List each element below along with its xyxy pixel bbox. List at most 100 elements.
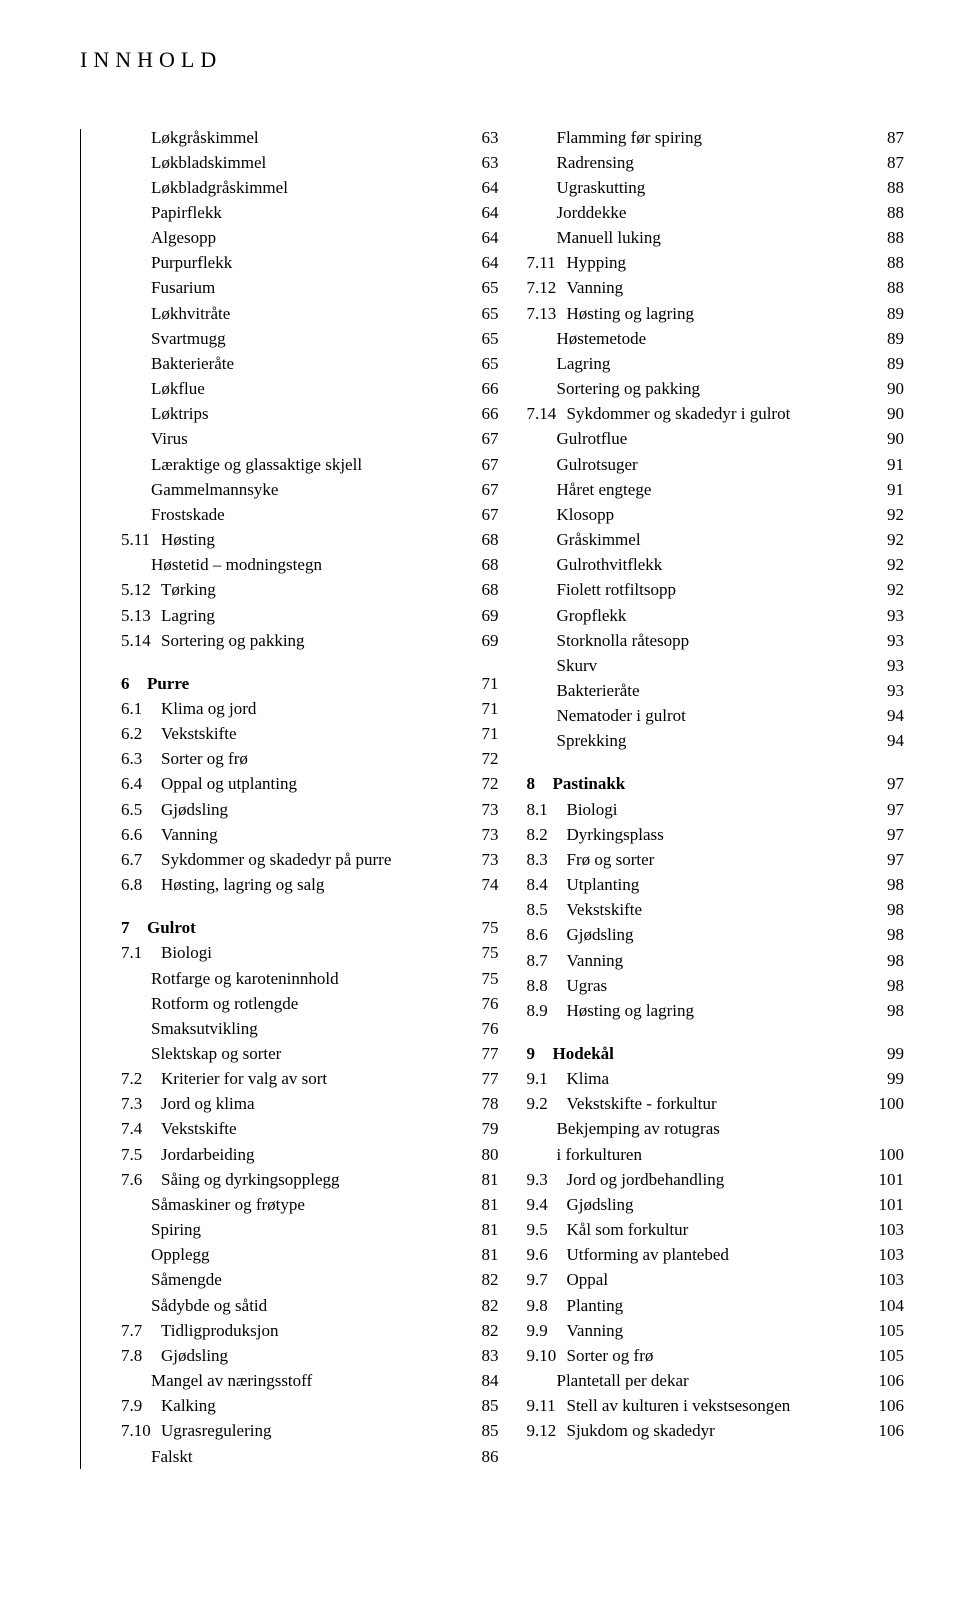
item-number: 9.3 — [527, 1167, 567, 1192]
toc-row: Falskt86 — [121, 1444, 499, 1469]
page-number: 88 — [870, 225, 904, 250]
toc-row: Løkbladgråskimmel64 — [121, 175, 499, 200]
toc-row: Gulrotflue90 — [527, 426, 905, 451]
toc-row: Løkhvitråte65 — [121, 301, 499, 326]
toc-row: Høstetid – modningstegn68 — [121, 552, 499, 577]
page-number: 82 — [465, 1318, 499, 1343]
page-number: 98 — [870, 922, 904, 947]
toc-row: Smaksutvikling76 — [121, 1016, 499, 1041]
toc-row: 7.3Jord og klima78 — [121, 1091, 499, 1116]
sub-label: Skurv — [527, 653, 871, 678]
item-number: 7.5 — [121, 1142, 161, 1167]
item-number: 6.7 — [121, 847, 161, 872]
item-label: Kriterier for valg av sort — [161, 1066, 465, 1091]
section-spacer — [121, 897, 499, 915]
item-label: Høsting og lagring — [567, 301, 871, 326]
page-number: 72 — [465, 771, 499, 796]
page-number: 99 — [870, 1041, 904, 1066]
page-number: 89 — [870, 326, 904, 351]
sub-label: Algesopp — [121, 225, 465, 250]
item-number: 9.10 — [527, 1343, 567, 1368]
toc-row: 8.6Gjødsling98 — [527, 922, 905, 947]
toc-row: Flamming før spiring87 — [527, 125, 905, 150]
sub-label: Ugraskutting — [527, 175, 871, 200]
page-number: 97 — [870, 797, 904, 822]
toc-row: Algesopp64 — [121, 225, 499, 250]
toc-row: Spiring81 — [121, 1217, 499, 1242]
toc-row: Ugraskutting88 — [527, 175, 905, 200]
page-number: 64 — [465, 175, 499, 200]
page-number: 83 — [465, 1343, 499, 1368]
page-number: 101 — [870, 1167, 904, 1192]
section-spacer — [121, 653, 499, 671]
item-number: 7.12 — [527, 275, 567, 300]
toc-row: 8.1Biologi97 — [527, 797, 905, 822]
page-number: 92 — [870, 577, 904, 602]
sub-label: Gråskimmel — [527, 527, 871, 552]
toc-row: Radrensing87 — [527, 150, 905, 175]
item-number: 8.7 — [527, 948, 567, 973]
page-number: 74 — [465, 872, 499, 897]
item-label: Vekstskifte — [161, 721, 465, 746]
item-label: Gjødsling — [567, 1192, 871, 1217]
toc-row: Bekjemping av rotugras — [527, 1116, 905, 1141]
page-number: 65 — [465, 351, 499, 376]
vertical-divider — [80, 129, 81, 1469]
page-number: 89 — [870, 301, 904, 326]
page-number: 86 — [465, 1444, 499, 1469]
page-number: 76 — [465, 991, 499, 1016]
page-number: 67 — [465, 477, 499, 502]
toc-row: 7.13Høsting og lagring89 — [527, 301, 905, 326]
sub-label: Løkbladskimmel — [121, 150, 465, 175]
page-number: 66 — [465, 376, 499, 401]
toc-row: 7.5Jordarbeiding80 — [121, 1142, 499, 1167]
sub-label: Gulrotflue — [527, 426, 871, 451]
toc-row: Løkgråskimmel63 — [121, 125, 499, 150]
toc-row: Jorddekke88 — [527, 200, 905, 225]
item-label: Sortering og pakking — [161, 628, 465, 653]
item-label: Vanning — [161, 822, 465, 847]
toc-row: 6.3Sorter og frø72 — [121, 746, 499, 771]
item-number: 8.9 — [527, 998, 567, 1023]
page-number: 103 — [870, 1217, 904, 1242]
toc-row: 8Pastinakk97 — [527, 771, 905, 796]
toc-row: 9.12Sjukdom og skadedyr106 — [527, 1418, 905, 1443]
toc-row: 8.5Vekstskifte98 — [527, 897, 905, 922]
toc-row: Svartmugg65 — [121, 326, 499, 351]
sub-label: Plantetall per dekar — [527, 1368, 871, 1393]
item-label: Jord og jordbehandling — [567, 1167, 871, 1192]
toc-row: 9.5Kål som forkultur103 — [527, 1217, 905, 1242]
page-number: 93 — [870, 603, 904, 628]
toc-row: Læraktige og glassaktige skjell67 — [121, 452, 499, 477]
toc-row: Lagring89 — [527, 351, 905, 376]
page-number: 103 — [870, 1242, 904, 1267]
toc-row: 6.4Oppal og utplanting72 — [121, 771, 499, 796]
page-number: 88 — [870, 275, 904, 300]
toc-row: Opplegg81 — [121, 1242, 499, 1267]
page-number: 79 — [465, 1116, 499, 1141]
page-number: 93 — [870, 678, 904, 703]
page-number: 98 — [870, 872, 904, 897]
item-label: Sjukdom og skadedyr — [567, 1418, 871, 1443]
page-number: 94 — [870, 703, 904, 728]
toc-row: 6.2Vekstskifte71 — [121, 721, 499, 746]
sub-label: Løkhvitråte — [121, 301, 465, 326]
page-title: INNHOLD — [80, 44, 904, 77]
item-label: Tørking — [161, 577, 465, 602]
toc-row: Bakterieråte65 — [121, 351, 499, 376]
toc-row: 9.1Klima99 — [527, 1066, 905, 1091]
sub-label: Flamming før spiring — [527, 125, 871, 150]
page-number: 77 — [465, 1041, 499, 1066]
item-number: 7.2 — [121, 1066, 161, 1091]
sub-label: Lagring — [527, 351, 871, 376]
page-number: 89 — [870, 351, 904, 376]
page-number: 65 — [465, 301, 499, 326]
page-number: 87 — [870, 150, 904, 175]
item-label: Utforming av plantebed — [567, 1242, 871, 1267]
toc-row: Manuell luking88 — [527, 225, 905, 250]
toc-row: 7.11Hypping88 — [527, 250, 905, 275]
item-number: 9.9 — [527, 1318, 567, 1343]
item-number: 6.6 — [121, 822, 161, 847]
item-label: Oppal og utplanting — [161, 771, 465, 796]
item-label: Sorter og frø — [567, 1343, 871, 1368]
